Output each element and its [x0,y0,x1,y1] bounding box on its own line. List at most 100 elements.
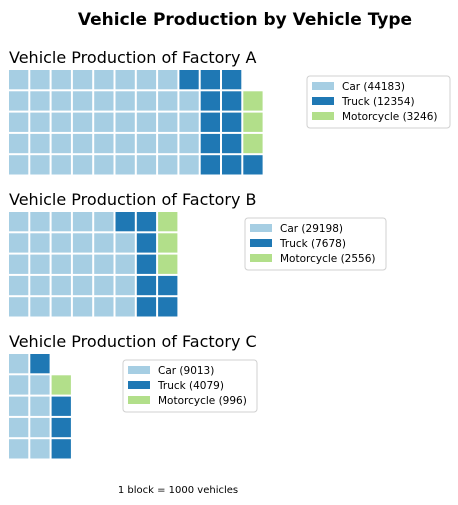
waffle-block-car [9,91,29,111]
waffle-block-car [30,297,50,317]
waffle-block-truck [136,233,157,253]
waffle-block-car [30,212,50,232]
legend-swatch-truck [312,97,334,105]
waffle-block-car [51,212,71,232]
legend-swatch-truck [128,381,150,389]
legend-swatch-car [250,224,272,232]
waffle-block-truck [222,155,242,175]
waffle-block-car [30,254,50,274]
waffle-block-car [179,133,199,154]
waffle-block-car [72,233,93,253]
waffle-block-motorcycle [243,91,263,111]
legend-label: Motorcycle (2556) [280,253,376,265]
legend-label: Car (9013) [158,365,214,377]
waffle-block-car [158,112,178,132]
waffle-block-car [9,212,29,232]
legend-frame [122,359,258,413]
waffle-block-motorcycle [51,375,71,395]
waffle-block-car [94,254,114,274]
waffle-block-car [136,155,157,175]
waffle-block-car [51,91,71,111]
waffle-block-car [72,212,93,232]
waffle-block-motorcycle [243,133,263,154]
waffle-block-car [115,112,135,132]
legend-label: Truck (4079) [157,380,224,392]
waffle-block-truck [158,297,178,317]
waffle-block-car [9,354,29,374]
panel-factory-c: Vehicle Production of Factory C Car (901… [9,332,258,459]
waffle-block-car [9,375,29,395]
waffle-block-motorcycle [243,112,263,132]
waffle-block-car [72,70,93,90]
legend-swatch-truck [250,239,272,247]
waffle-block-car [72,133,93,154]
waffle-block-car [30,275,50,296]
waffle-block-truck [136,254,157,274]
waffle-block-car [30,439,50,459]
waffle-block-truck [51,396,71,416]
legend-label: Truck (7678) [279,238,346,250]
waffle-block-car [51,297,71,317]
waffle-block-car [30,396,50,416]
waffle-block-car [94,112,114,132]
waffle-block-car [30,417,50,438]
legend-swatch-motorcycle [312,112,334,120]
panel-factory-a: Vehicle Production of Factory A Car (441… [9,48,451,175]
waffle-block-car [179,155,199,175]
waffle-block-car [115,233,135,253]
waffle-block-car [94,133,114,154]
waffle-block-truck [179,70,199,90]
panel-title: Vehicle Production of Factory B [9,190,257,209]
waffle-block-truck [136,275,157,296]
waffle-block-car [9,254,29,274]
waffle-block-car [9,396,29,416]
waffle-block-car [158,133,178,154]
waffle-block-car [94,91,114,111]
waffle-block-car [30,155,50,175]
waffle-block-car [72,254,93,274]
waffle-block-car [30,233,50,253]
waffle-block-car [9,297,29,317]
panel-title: Vehicle Production of Factory A [9,48,257,67]
waffle-block-car [136,112,157,132]
waffle-block-car [115,91,135,111]
waffle-block-car [158,155,178,175]
waffle-block-car [94,70,114,90]
waffle-block-truck [222,91,242,111]
waffle-block-truck [243,155,263,175]
panel-title: Vehicle Production of Factory C [9,332,257,351]
waffle-block-truck [51,417,71,438]
waffle-block-car [51,233,71,253]
legend-label: Car (29198) [280,223,343,235]
waffle-block-car [115,297,135,317]
waffle-block-truck [136,297,157,317]
waffle-block-car [158,70,178,90]
legend-label: Car (44183) [342,81,405,93]
legend-label: Truck (12354) [341,96,415,108]
waffle-block-truck [136,212,157,232]
legend-swatch-car [312,82,334,90]
waffle-block-motorcycle [158,233,178,253]
waffle-block-car [115,133,135,154]
waffle-block-car [51,155,71,175]
waffle-block-car [51,275,71,296]
waffle-block-car [136,91,157,111]
waffle-block-car [51,133,71,154]
waffle-block-car [72,112,93,132]
waffle-block-car [115,70,135,90]
waffle-block-truck [200,70,220,90]
legend-swatch-motorcycle [128,396,150,404]
waffle-block-truck [222,133,242,154]
waffle-block-car [51,70,71,90]
footnote: 1 block = 1000 vehicles [118,485,238,496]
waffle-block-truck [200,112,220,132]
legend-label: Motorcycle (996) [158,395,247,407]
waffle-block-car [30,112,50,132]
waffle-block-car [72,155,93,175]
waffle-block-car [179,112,199,132]
waffle-block-car [30,70,50,90]
legend-label: Motorcycle (3246) [342,111,438,123]
waffle-block-car [30,91,50,111]
waffle-block-car [9,417,29,438]
